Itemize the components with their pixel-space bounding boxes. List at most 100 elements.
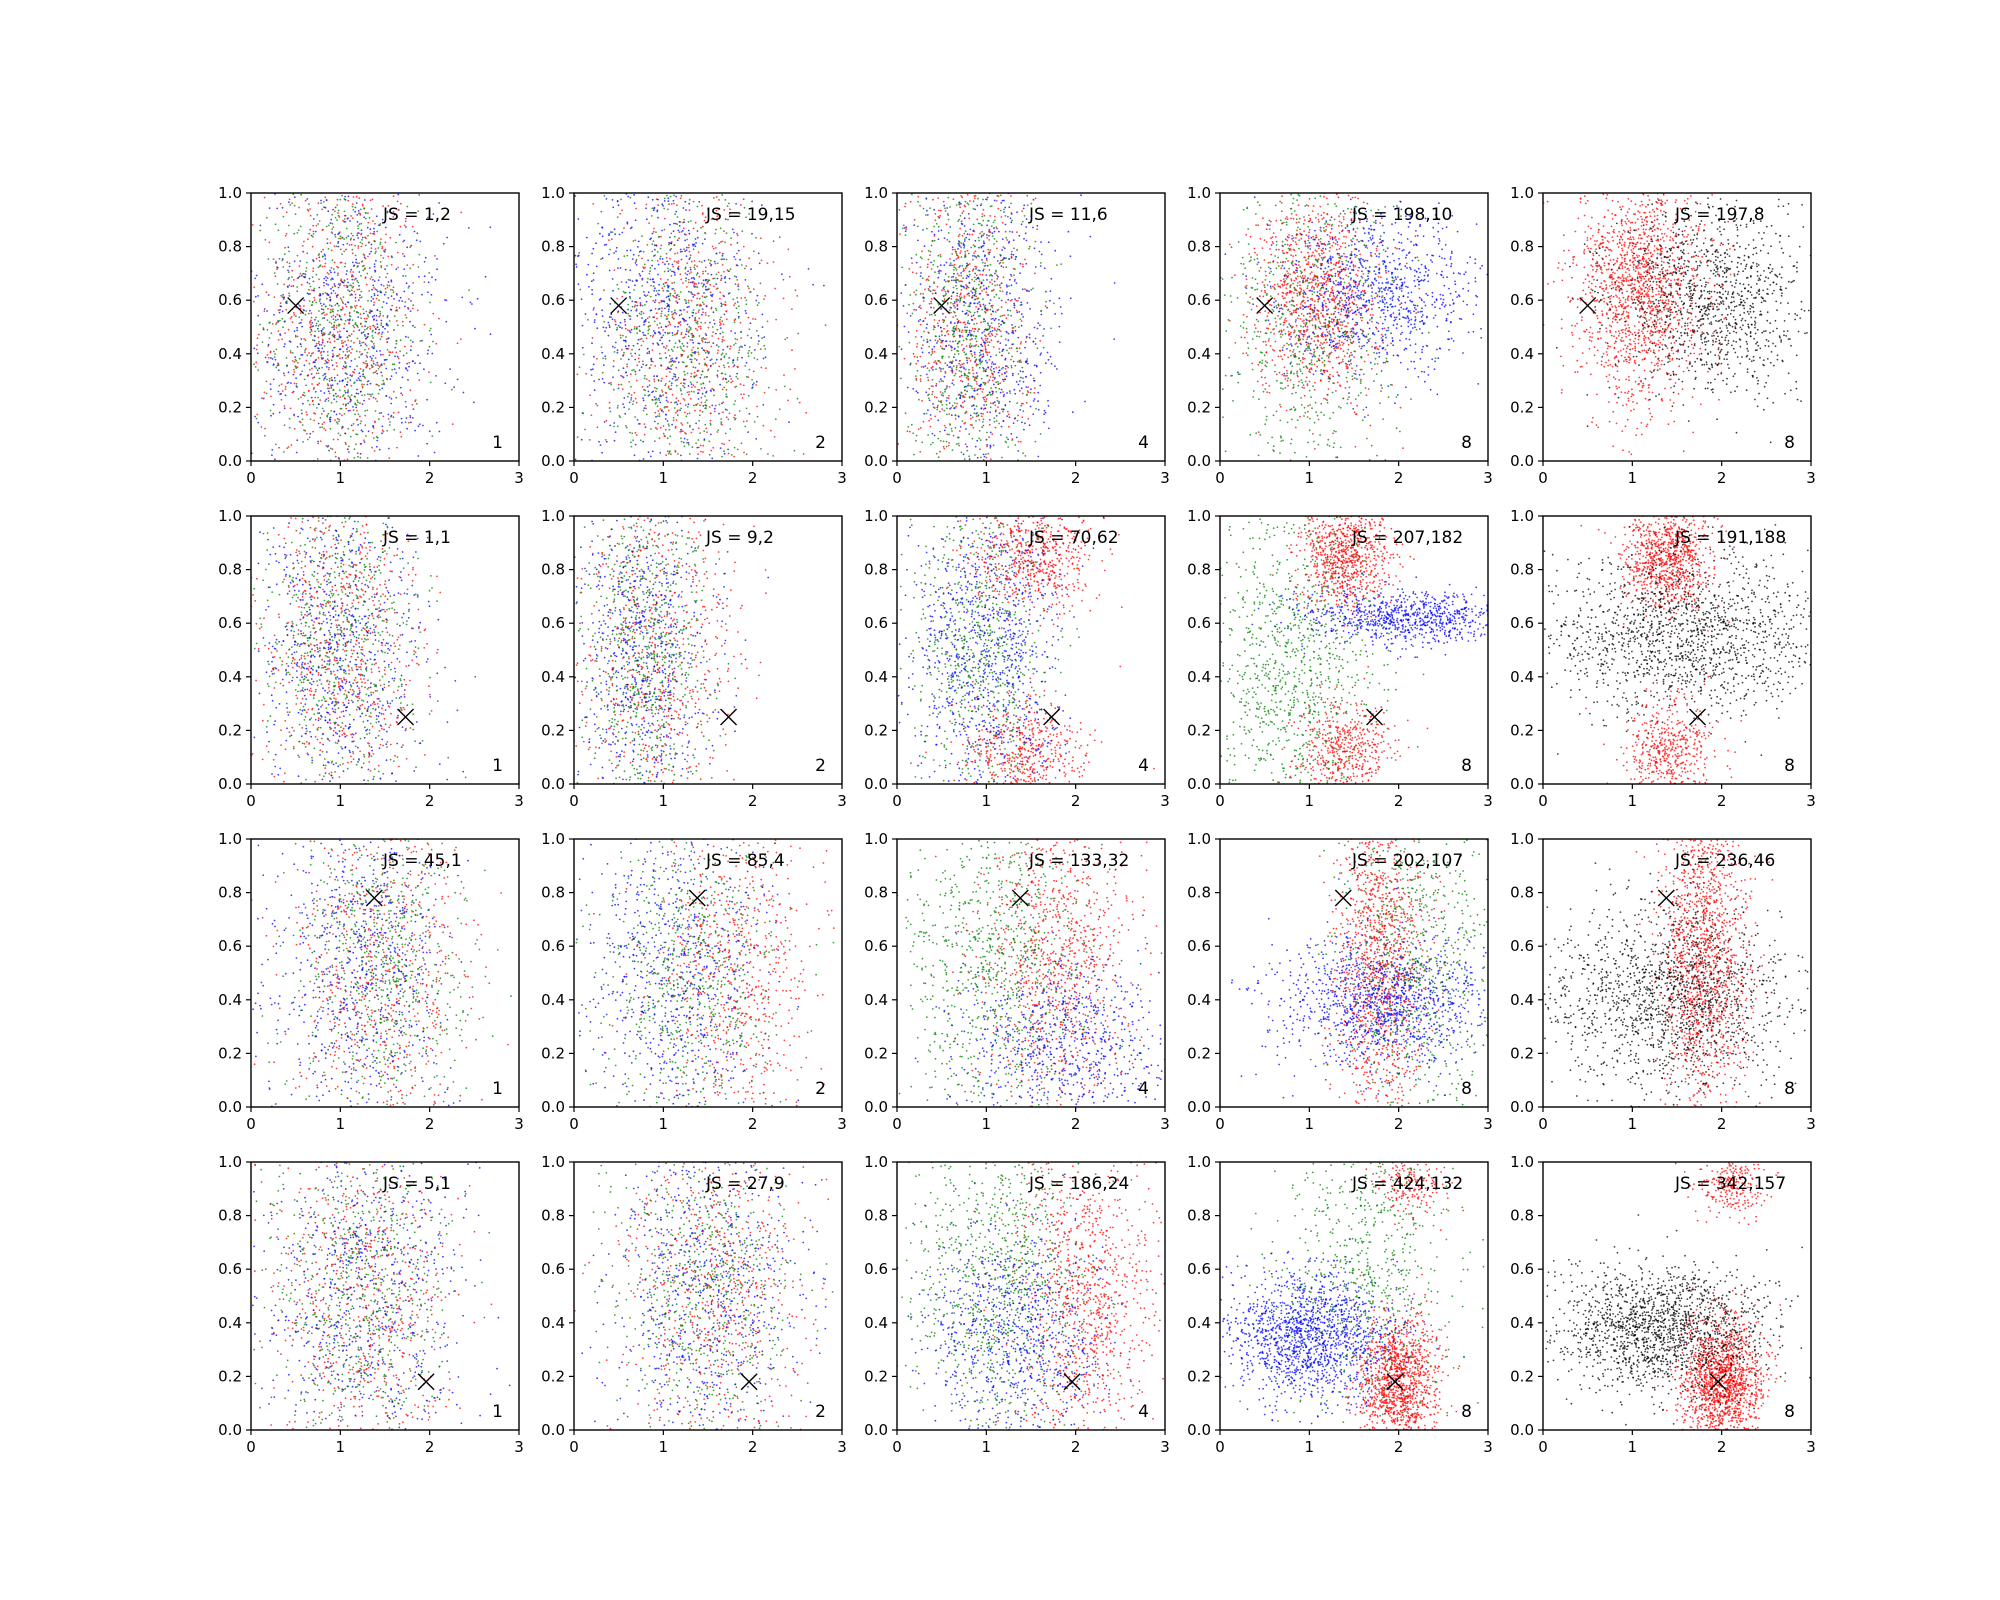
scatter-point-green <box>379 243 382 246</box>
scatter-point-green <box>428 272 431 274</box>
scatter-point-green <box>1014 268 1016 271</box>
scatter-point-green <box>288 250 290 253</box>
scatter-point-red <box>711 300 713 302</box>
scatter-point-blue <box>596 327 599 330</box>
scatter-point-green <box>334 292 337 295</box>
scatter-point-green <box>630 385 632 388</box>
scatter-point-red <box>356 409 358 412</box>
scatter-point-green <box>679 388 682 390</box>
scatter-point-blue <box>649 278 652 281</box>
scatter-point-green <box>417 210 420 213</box>
scatter-point-red <box>697 311 700 313</box>
scatter-point-red <box>664 352 667 354</box>
y-tick-label: 0.0 <box>218 452 242 470</box>
scatter-point-blue <box>705 288 707 291</box>
scatter-point-red <box>955 368 958 371</box>
scatter-point-red <box>919 426 922 429</box>
scatter-point-blue <box>697 398 700 400</box>
scatter-point-green <box>922 293 924 295</box>
scatter-point-red <box>723 209 726 211</box>
scatter-point-green <box>361 260 364 263</box>
scatter-point-blue <box>357 237 360 239</box>
scatter-point-blue <box>367 332 370 335</box>
scatter-point-red <box>652 230 655 233</box>
scatter-point-red <box>982 339 984 341</box>
scatter-point-green <box>281 317 284 320</box>
scatter-point-red <box>980 415 983 418</box>
scatter-point-green <box>975 335 978 338</box>
scatter-point-blue <box>380 371 383 374</box>
scatter-point-blue <box>344 432 347 435</box>
scatter-point-red <box>686 438 689 441</box>
scatter-point-red <box>987 381 989 383</box>
scatter-point-green <box>737 351 740 354</box>
scatter-point-red <box>728 439 731 442</box>
scatter-point-green <box>974 194 977 197</box>
scatter-point-blue <box>657 198 659 201</box>
scatter-point-blue <box>1054 249 1057 252</box>
scatter-point-green <box>321 334 324 337</box>
scatter-point-green <box>721 455 723 458</box>
scatter-point-blue <box>323 377 326 380</box>
scatter-point-green <box>349 335 351 337</box>
scatter-point-red <box>307 390 310 392</box>
scatter-point-blue <box>703 438 706 441</box>
scatter-point-green <box>753 382 755 385</box>
scatter-point-blue <box>737 285 740 288</box>
scatter-point-red <box>690 299 693 302</box>
scatter-point-green <box>393 315 396 318</box>
scatter-point-blue <box>346 336 349 339</box>
scatter-point-green <box>303 378 306 381</box>
scatter-point-blue <box>379 291 382 294</box>
scatter-point-red <box>986 445 988 448</box>
scatter-point-green <box>429 327 432 330</box>
scatter-point-green <box>1000 335 1003 338</box>
scatter-point-blue <box>385 322 388 325</box>
scatter-point-red <box>933 319 936 321</box>
scatter-point-red <box>775 318 777 321</box>
scatter-point-blue <box>762 357 765 360</box>
scatter-point-green <box>705 295 708 298</box>
scatter-point-red <box>668 388 671 391</box>
scatter-point-red <box>986 308 989 311</box>
scatter-point-blue <box>403 255 406 258</box>
scatter-point-blue <box>683 386 686 389</box>
scatter-point-green <box>756 304 759 306</box>
scatter-point-red <box>352 271 355 273</box>
scatter-point-red <box>395 351 398 354</box>
scatter-point-red <box>396 446 398 449</box>
scatter-point-blue <box>320 199 322 202</box>
scatter-point-blue <box>426 398 428 401</box>
scatter-point-blue <box>417 425 420 428</box>
scatter-point-green <box>987 324 990 326</box>
scatter-point-green <box>933 260 936 262</box>
scatter-point-blue <box>723 295 725 298</box>
scatter-point-green <box>688 426 691 428</box>
scatter-point-red <box>930 417 932 420</box>
scatter-point-red <box>714 362 717 364</box>
scatter-point-red <box>315 257 318 260</box>
scatter-point-blue <box>445 320 448 323</box>
scatter-point-red <box>752 370 755 373</box>
scatter-point-red <box>327 307 329 310</box>
scatter-point-blue <box>642 397 644 400</box>
scatter-point-red <box>906 312 909 315</box>
scatter-point-blue <box>654 301 656 303</box>
scatter-point-red <box>631 355 633 357</box>
scatter-point-red <box>914 336 917 338</box>
scatter-point-blue <box>445 299 448 302</box>
scatter-point-green <box>306 354 309 357</box>
scatter-point-blue <box>301 325 303 328</box>
scatter-point-blue <box>338 380 341 383</box>
scatter-point-blue <box>593 307 595 309</box>
scatter-point-red <box>1002 391 1004 393</box>
scatter-point-red <box>673 290 676 292</box>
scatter-point-green <box>374 252 377 255</box>
scatter-point-red <box>724 301 727 303</box>
scatter-point-blue <box>639 274 642 277</box>
scatter-point-green <box>904 283 907 286</box>
scatter-point-blue <box>603 381 606 384</box>
scatter-point-blue <box>601 451 603 454</box>
scatter-point-red <box>310 330 313 332</box>
scatter-point-blue <box>654 267 656 270</box>
